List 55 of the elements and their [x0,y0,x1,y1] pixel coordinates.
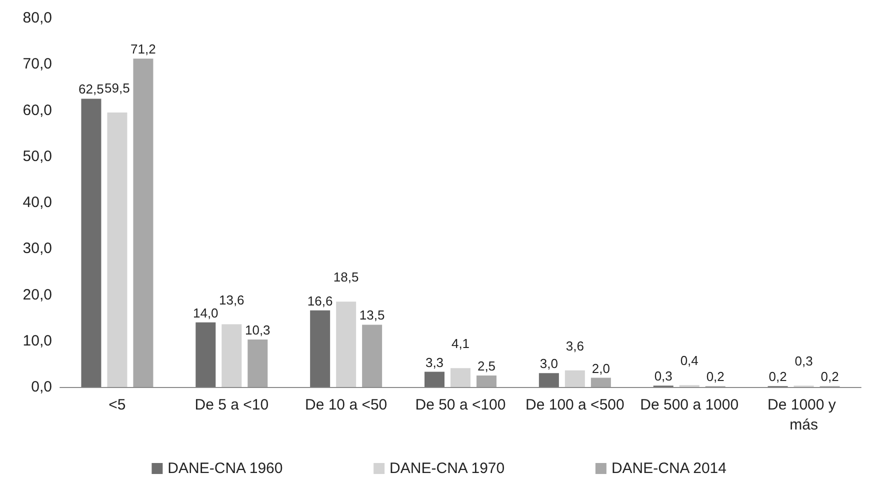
bar [424,372,444,387]
data-label: 0,4 [680,353,698,368]
data-label: 2,5 [477,358,496,374]
bar [222,324,242,387]
bar [538,373,559,387]
x-tick-label: De 500 a 1000 [640,396,739,414]
data-label: 0,3 [794,354,813,369]
x-tick-label: <5 [108,396,126,414]
bar [196,322,216,387]
x-tick-label: De 50 a <100 [415,396,506,414]
legend-label: DANE-CNA 1970 [390,460,505,477]
y-tick-label: 0,0 [31,378,52,396]
legend-label: DANE-CNA 2014 [611,460,726,477]
bar [107,112,128,387]
bar [564,370,585,387]
bar [81,98,102,387]
data-label: 3,3 [425,354,444,370]
bar [133,58,154,387]
data-label: 0,3 [654,368,672,384]
y-tick-label: 10,0 [22,332,52,350]
data-label: 16,6 [307,293,333,308]
data-label: 59,5 [104,80,130,96]
y-tick-label: 30,0 [22,240,52,258]
x-tick-label: De 5 a <10 [194,396,269,414]
y-tick-label: 70,0 [22,56,52,73]
data-label: 2,0 [592,360,610,376]
data-label: 0,2 [820,369,839,384]
y-tick-label: 50,0 [22,148,52,165]
y-tick-label: 40,0 [22,194,52,211]
bar [248,339,268,387]
data-label: 4,1 [451,336,470,352]
x-tick-label: De 10 a <50 [304,396,388,414]
data-label: 13,5 [359,308,385,323]
bar [310,310,330,387]
bar [590,378,611,387]
bar [450,368,470,387]
y-tick-label: 60,0 [22,102,52,119]
x-tick-label: De 100 a <500 [526,396,624,414]
data-label: 13,6 [218,292,244,308]
y-tick-label: 20,0 [22,286,52,304]
data-label: 0,2 [706,369,724,384]
x-tick-label: De 1000 y más [768,396,840,434]
data-label: 71,2 [130,42,156,57]
bar [476,375,496,387]
data-label: 18,5 [333,270,359,285]
data-label: 3,6 [566,338,584,354]
data-label: 0,2 [768,369,787,384]
data-label: 62,5 [78,82,104,97]
data-label: 10,3 [244,322,270,338]
data-label: 14,0 [192,305,218,320]
y-tick-label: 80,0 [22,10,52,26]
bar [336,302,356,387]
bar [362,324,382,387]
legend-label: DANE-CNA 1960 [168,460,283,477]
data-label: 3,0 [540,356,558,372]
